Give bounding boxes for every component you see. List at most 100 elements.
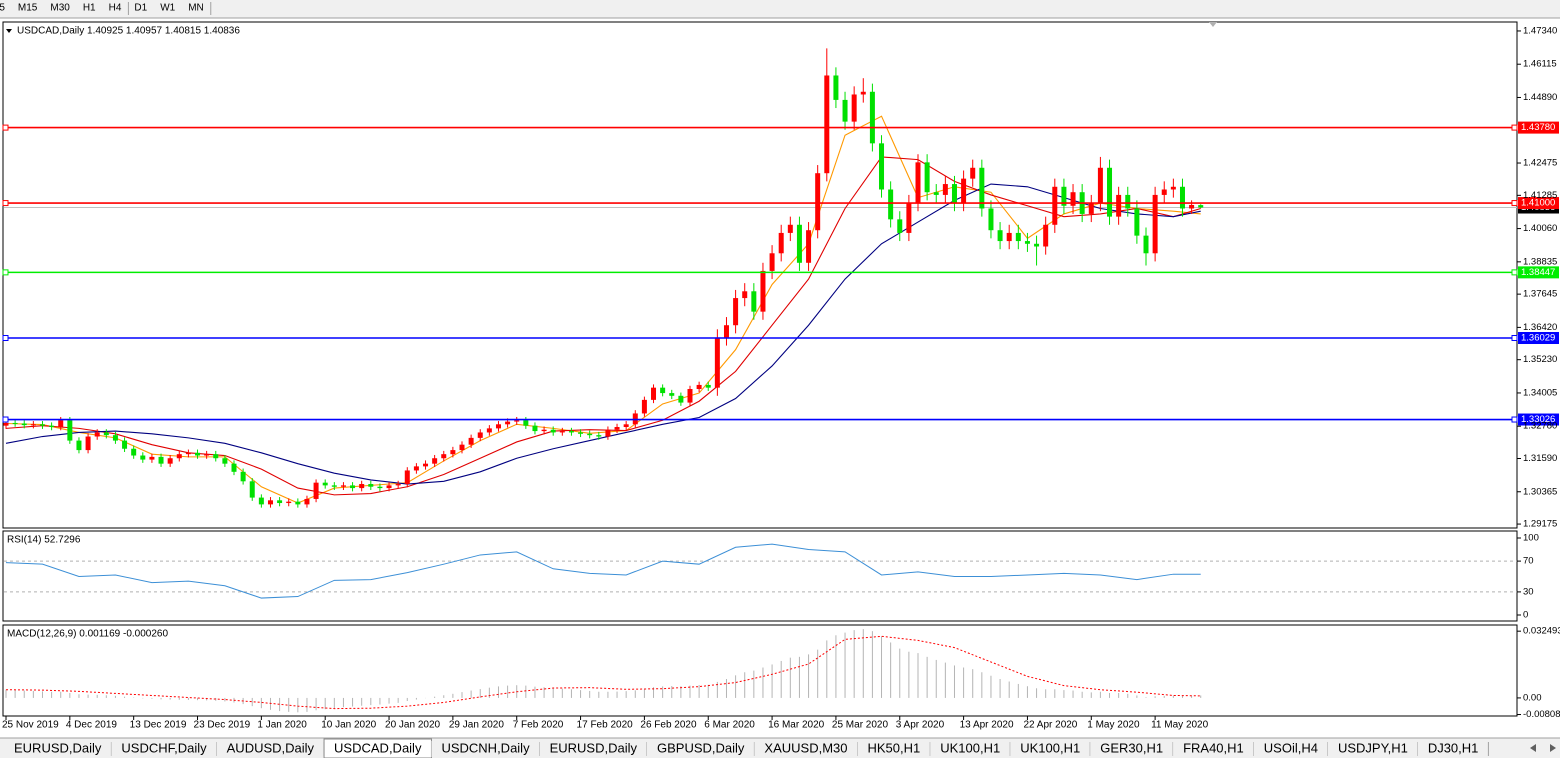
timeframe-button[interactable]: D1 (134, 3, 147, 14)
timeframe-button[interactable]: M15 (18, 3, 38, 14)
level-label: 1.36029 (1521, 333, 1555, 344)
chart-tab[interactable]: GER30,H1 (1090, 740, 1174, 757)
timeframe-button[interactable]: H1 (83, 3, 96, 14)
candle-body (331, 485, 337, 487)
candle-body (942, 184, 948, 195)
scroll-right[interactable] (1550, 744, 1556, 752)
chart-tab[interactable]: AUDUSD,Daily (216, 740, 325, 757)
level-label-box (1518, 197, 1559, 210)
level-handle[interactable] (1511, 124, 1518, 131)
candle-body (897, 219, 903, 233)
candle-body (1107, 167, 1113, 217)
timeframe-button[interactable]: M5 (0, 3, 5, 14)
tab-label[interactable]: UK100,H1 (940, 740, 1000, 755)
chart-tab[interactable]: EURUSD,Daily (539, 740, 648, 757)
level-handle[interactable] (2, 269, 9, 276)
chart-tab[interactable]: UK100,H1 (930, 740, 1011, 757)
tab-label[interactable]: USOil,H4 (1264, 740, 1318, 755)
chart-tab[interactable]: UK100,H1 (1010, 740, 1091, 757)
timeframe-button[interactable]: H4 (109, 3, 122, 14)
signal-line (5, 635, 1201, 710)
candle-body (112, 435, 118, 441)
candle-body (641, 399, 647, 414)
candle-body (842, 99, 848, 122)
chart-tab[interactable]: USDCHF,Daily (111, 740, 218, 757)
tab-label[interactable]: DJ30,H1 (1428, 740, 1479, 755)
level-label-box (1518, 413, 1559, 426)
tab-background (1253, 741, 1328, 757)
tab-label[interactable]: GBPUSD,Daily (657, 740, 745, 755)
candle-body (386, 485, 392, 489)
candle-body (714, 337, 720, 388)
level-handle[interactable] (1511, 335, 1518, 342)
level-handle[interactable] (2, 416, 9, 423)
tab-label[interactable]: GER30,H1 (1100, 740, 1163, 755)
chart-tabs: EURUSD,Daily USDCHF,Daily AUDUSD,Daily USDC… (4, 738, 1489, 758)
tab-label[interactable]: FRA40,H1 (1183, 740, 1244, 755)
tab-background (1327, 741, 1418, 757)
chart-tab[interactable]: EURUSD,Daily (4, 740, 112, 757)
chart-tab[interactable]: FRA40,H1 (1173, 740, 1255, 757)
level-handle[interactable] (2, 124, 9, 131)
candle-body (94, 432, 100, 437)
candle-body (167, 458, 173, 464)
scroll-left[interactable] (1530, 744, 1536, 752)
candle-body (359, 484, 365, 489)
tab-label[interactable]: AUDUSD,Daily (227, 740, 315, 755)
tab-label[interactable]: XAUUSD,M30 (764, 740, 847, 755)
chart-tab[interactable]: DJ30,H1 (1417, 740, 1489, 757)
candle-body (824, 75, 830, 174)
chart-tab[interactable]: USDJPY,H1 (1327, 740, 1419, 757)
x-tick-label: 13 Dec 2019 (130, 720, 187, 731)
level-handle[interactable] (2, 200, 9, 207)
y-tick-label: 1.46115 (1523, 59, 1557, 70)
tab-background (1010, 741, 1091, 757)
chart-tab[interactable]: HK50,H1 (857, 740, 931, 757)
tab-label[interactable]: USDCHF,Daily (121, 740, 207, 755)
candle-body (1070, 192, 1076, 206)
level-handle[interactable] (1511, 269, 1518, 276)
candle-body (231, 463, 237, 472)
y-tick-label: 1.36420 (1523, 322, 1557, 333)
chart-tab[interactable]: XAUUSD,M30 (754, 740, 858, 757)
tab-label[interactable]: USDCAD,Daily (334, 740, 422, 755)
level-handle[interactable] (2, 335, 9, 342)
level-handle[interactable] (1511, 200, 1518, 207)
candle-body (195, 452, 201, 456)
candle-body (742, 291, 748, 299)
tab-label[interactable]: USDCNH,Daily (441, 740, 530, 755)
chart-tab[interactable]: GBPUSD,Daily (646, 740, 755, 757)
chart-tab[interactable]: USOil,H4 (1253, 740, 1329, 757)
tab-label[interactable]: HK50,H1 (867, 740, 920, 755)
level-handle[interactable] (1511, 416, 1518, 423)
candle-body (304, 498, 310, 505)
candle-body (778, 232, 784, 254)
x-tick-label: 3 Apr 2020 (896, 720, 945, 731)
tab-background (1173, 741, 1254, 757)
chart-tab[interactable]: USDCAD,Daily (323, 738, 432, 758)
candle-body (158, 456, 164, 464)
tab-label[interactable]: USDJPY,H1 (1338, 740, 1408, 755)
y-tick-label: 1.37645 (1523, 289, 1557, 300)
tab-label[interactable]: EURUSD,Daily (14, 740, 102, 755)
x-tick-label: 11 May 2020 (1151, 720, 1209, 731)
x-tick-label: 23 Dec 2019 (194, 720, 251, 731)
timeframe-button[interactable]: M30 (50, 3, 70, 14)
panel-title: USDCAD,Daily 1.40925 1.40957 1.40815 1.4… (17, 26, 240, 37)
candle-body (833, 75, 839, 100)
tab-label[interactable]: UK100,H1 (1020, 740, 1080, 755)
chart-tab[interactable]: USDCNH,Daily (431, 740, 541, 757)
x-tick-label: 22 Apr 2020 (1023, 720, 1077, 731)
y-tick-label: 0.032493 (1523, 626, 1560, 637)
y-tick-label: 30 (1523, 586, 1534, 597)
candle-body (769, 253, 775, 271)
x-tick-label: 25 Nov 2019 (2, 720, 59, 731)
panel-title: MACD(12,26,9) 0.001169 -0.000260 (7, 629, 168, 640)
tab-label[interactable]: EURUSD,Daily (550, 740, 638, 755)
level-label: 1.33026 (1521, 414, 1555, 425)
timeframe-button[interactable]: MN (188, 3, 204, 14)
candle-body (678, 395, 684, 403)
timeframe-button[interactable]: W1 (160, 3, 175, 14)
main-panel (2, 21, 1518, 529)
